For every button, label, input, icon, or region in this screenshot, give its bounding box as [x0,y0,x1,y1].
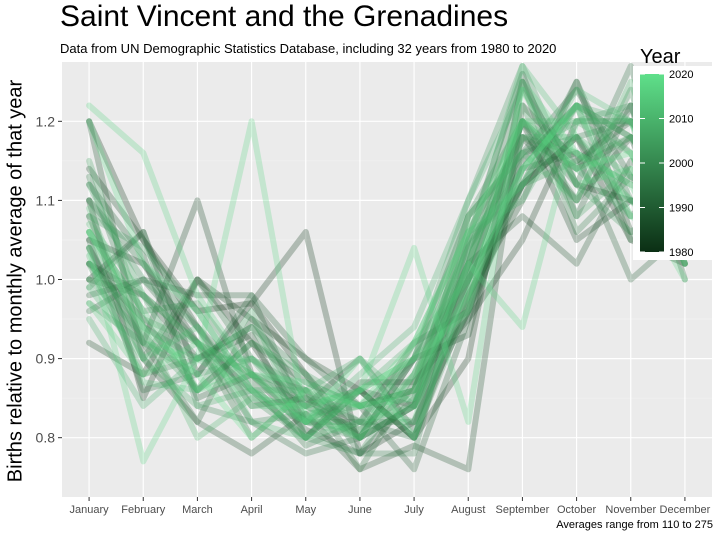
series-line [86,102,688,441]
chart-caption: Averages range from 110 to 275 [556,519,713,531]
series-line [86,102,688,449]
series-line [86,118,688,441]
legend-tick-label: 1980 [669,247,693,259]
series-line [86,134,688,473]
x-tick-label: August [451,504,485,516]
series-line [86,78,688,441]
series-line [86,118,688,441]
series-line [86,102,688,441]
x-tick-label: April [241,504,263,516]
series-line [86,86,688,409]
series-line [86,102,688,473]
x-tick-label: November [605,504,656,516]
series-line [86,134,688,409]
x-tick-label: May [295,504,316,516]
series-line [86,78,688,465]
series-layer [86,63,688,473]
series-line [86,102,688,409]
series-line [86,134,688,441]
series-line [86,78,688,433]
series-line [86,102,688,457]
x-tick-label: June [348,504,372,516]
legend: 1980 1990 2000 2010 2020 [633,66,717,260]
series-line [86,102,688,441]
legend-tick-label: 2020 [669,69,693,81]
y-tick-label: 0.8 [36,430,56,446]
series-line [86,150,688,473]
series-line [86,86,688,441]
series-line [86,134,688,409]
axis-layer: 0.8 0.9 1.0 1.1 1.2 January February March April… [36,113,711,516]
series-line [86,157,688,441]
grid-lines [62,62,712,497]
series-line [86,102,688,457]
series-line [86,78,688,425]
x-tick-label: September [496,504,550,516]
y-tick-label: 1.0 [36,272,56,288]
legend-tick-label: 2000 [669,158,693,170]
series-line [86,78,688,441]
series-line [86,118,688,441]
x-tick-label: July [404,504,424,516]
series-line [86,63,688,441]
series-line [86,63,688,425]
series-line [86,118,688,457]
legend-tick-label: 1990 [669,203,693,215]
series-line [86,118,688,441]
series-line [86,102,688,433]
series-line [86,118,688,441]
series-line [86,86,688,457]
legend-title: Year [640,46,681,68]
x-tick-label: February [121,504,166,516]
series-line [86,86,688,425]
series-line [86,70,688,433]
chart-subtitle: Data from UN Demographic Statistics Data… [60,41,557,56]
x-tick-label: January [70,504,110,516]
series-line [86,78,688,425]
x-tick-label: December [660,504,711,516]
y-tick-label: 0.9 [36,351,56,367]
series-line [86,63,688,441]
series-line [86,134,688,425]
series-line [86,102,688,441]
chart-title: Saint Vincent and the Grenadines [60,0,509,33]
y-tick-label: 1.2 [36,113,56,129]
x-tick-label: October [557,504,596,516]
legend-tick-label: 2010 [669,114,693,126]
series-line [86,102,688,409]
series-line [86,118,688,457]
y-tick-label: 1.1 [36,192,56,208]
series-line [86,86,688,425]
series-line [86,134,688,441]
x-tick-label: March [182,504,213,516]
